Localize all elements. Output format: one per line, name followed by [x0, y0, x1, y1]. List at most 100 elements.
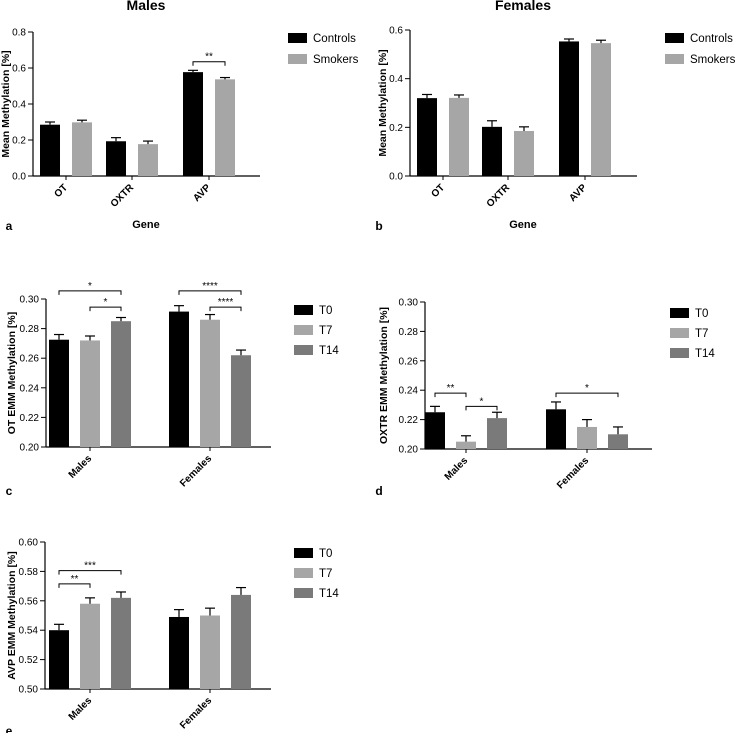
legend-swatch-smokers — [288, 54, 307, 64]
legend-label-t7: T7 — [319, 325, 332, 337]
category-label: AVP — [191, 182, 213, 204]
bar-t7-females — [577, 426, 597, 449]
bar-smokers-oxtr — [514, 130, 534, 176]
significance-label: **** — [218, 297, 234, 308]
chart-title: Males — [127, 0, 166, 13]
category-label: Males — [67, 695, 95, 723]
y-tick-label: 0.28 — [399, 327, 419, 338]
chart-panel-c: 0.20 0.22 0.24 0.26 0.28 0.30 Males Females OT E… — [6, 281, 340, 498]
y-tick-label: 0.0 — [12, 172, 26, 183]
y-tick-label: 0.24 — [20, 383, 40, 394]
significance-label: * — [585, 383, 589, 394]
category-label: Females — [178, 453, 214, 489]
legend-label-t0: T0 — [319, 305, 332, 317]
bar-smokers-oxtr — [138, 144, 158, 176]
significance-label: * — [480, 396, 484, 407]
significance-bracket — [434, 392, 467, 398]
chart-title: Females — [495, 0, 551, 13]
category-label: OT — [53, 182, 71, 200]
category-label: Females — [178, 695, 214, 731]
legend-label-t0: T0 — [319, 548, 332, 560]
y-tick-label: 0.26 — [399, 356, 419, 367]
bar-controls-oxtr — [106, 141, 126, 176]
significance-bracket — [58, 570, 122, 575]
panel-label: e — [6, 724, 13, 733]
y-tick-label: 0.6 — [389, 26, 403, 37]
y-tick-label: 0.20 — [20, 443, 40, 454]
bar-t14-males — [111, 321, 131, 447]
chart-panel-b: Females 0.0 0.2 0.4 0.6 OT OXTR AVP Gene Mean Met… — [375, 0, 735, 233]
bar-controls-ot — [40, 124, 60, 176]
bar-t0-females — [546, 409, 566, 449]
category-label: OT — [430, 182, 448, 200]
significance-bracket — [178, 290, 242, 295]
legend-label-controls: Controls — [313, 33, 356, 45]
y-axis-label: OT EMM Methylation [%] — [6, 312, 18, 435]
bar-t14-females — [608, 434, 628, 449]
significance-bracket — [58, 290, 122, 295]
chart-panel-a: Males 0.0 0.2 0.4 0.6 0.8 OT OXTR AVP Gene Mean Me… — [0, 0, 359, 233]
panel-label: c — [6, 484, 13, 498]
legend-swatch-t14 — [294, 588, 313, 598]
significance-bracket — [209, 306, 242, 312]
legend-label-t7: T7 — [319, 568, 332, 580]
bar-t7-males — [80, 603, 100, 689]
bar-t7-males — [80, 340, 100, 447]
legend-swatch-t0 — [670, 308, 689, 318]
legend-label-smokers: Smokers — [313, 54, 359, 66]
significance-label: ** — [71, 574, 79, 585]
y-tick-label: 0.56 — [19, 596, 39, 607]
y-tick-label: 0.26 — [20, 354, 40, 365]
legend-swatch-t0 — [294, 548, 313, 558]
x-axis-label: Gene — [509, 219, 537, 231]
y-axis-label: AVP EMM Methylation [%] — [6, 551, 18, 680]
bar-t14-males — [111, 597, 131, 689]
bar-controls-oxtr — [482, 126, 502, 176]
category-label: OXTR — [485, 182, 513, 210]
y-tick-label: 0.28 — [20, 324, 40, 335]
legend-label-t14: T14 — [319, 345, 339, 357]
legend-swatch-t7 — [294, 325, 313, 335]
significance-label: * — [88, 281, 92, 292]
y-tick-label: 0.60 — [19, 538, 39, 549]
significance-bracket — [555, 392, 619, 398]
category-label: OXTR — [109, 182, 137, 210]
bar-controls-ot — [417, 98, 437, 176]
bar-t14-males — [487, 418, 507, 449]
significance-bracket — [465, 405, 498, 411]
bar-t0-females — [169, 616, 189, 689]
chart-panel-e: 0.50 0.52 0.54 0.56 0.58 0.60 Males Females AVP … — [6, 538, 340, 733]
chart-panel-d: 0.20 0.22 0.24 0.26 0.28 0.30 Males Females OXTR… — [375, 298, 715, 499]
category-label: Males — [443, 455, 471, 483]
legend-swatch-t14 — [670, 348, 689, 358]
category-label: Females — [555, 455, 591, 491]
y-tick-label: 0.22 — [399, 415, 419, 426]
bar-t0-males — [49, 339, 69, 447]
x-axis-label: Gene — [132, 219, 160, 231]
bar-t0-males — [425, 412, 445, 449]
y-tick-label: 0.52 — [19, 655, 39, 666]
y-tick-label: 0.4 — [12, 100, 26, 111]
y-axis-label: Mean Methylation [%] — [377, 49, 389, 156]
bar-controls-avp — [559, 41, 579, 176]
significance-label: ** — [205, 52, 213, 63]
category-label: AVP — [567, 182, 589, 204]
legend-label-controls: Controls — [690, 33, 733, 45]
legend-swatch-controls — [665, 33, 684, 43]
y-tick-label: 0.22 — [20, 413, 40, 424]
panel-label: b — [375, 219, 382, 233]
y-tick-label: 0.20 — [399, 445, 419, 456]
bar-t7-females — [200, 615, 220, 689]
y-tick-label: 0.30 — [20, 295, 40, 306]
bar-smokers-avp — [215, 79, 235, 176]
y-tick-label: 0.8 — [12, 28, 26, 39]
legend-label-t7: T7 — [695, 328, 708, 340]
bar-smokers-ot — [72, 122, 92, 176]
y-tick-label: 0.2 — [12, 136, 26, 147]
bar-t0-females — [169, 311, 189, 447]
legend-label-smokers: Smokers — [690, 54, 736, 66]
y-tick-label: 0.30 — [399, 298, 419, 309]
significance-bracket — [58, 583, 91, 588]
significance-label: ** — [447, 383, 455, 394]
